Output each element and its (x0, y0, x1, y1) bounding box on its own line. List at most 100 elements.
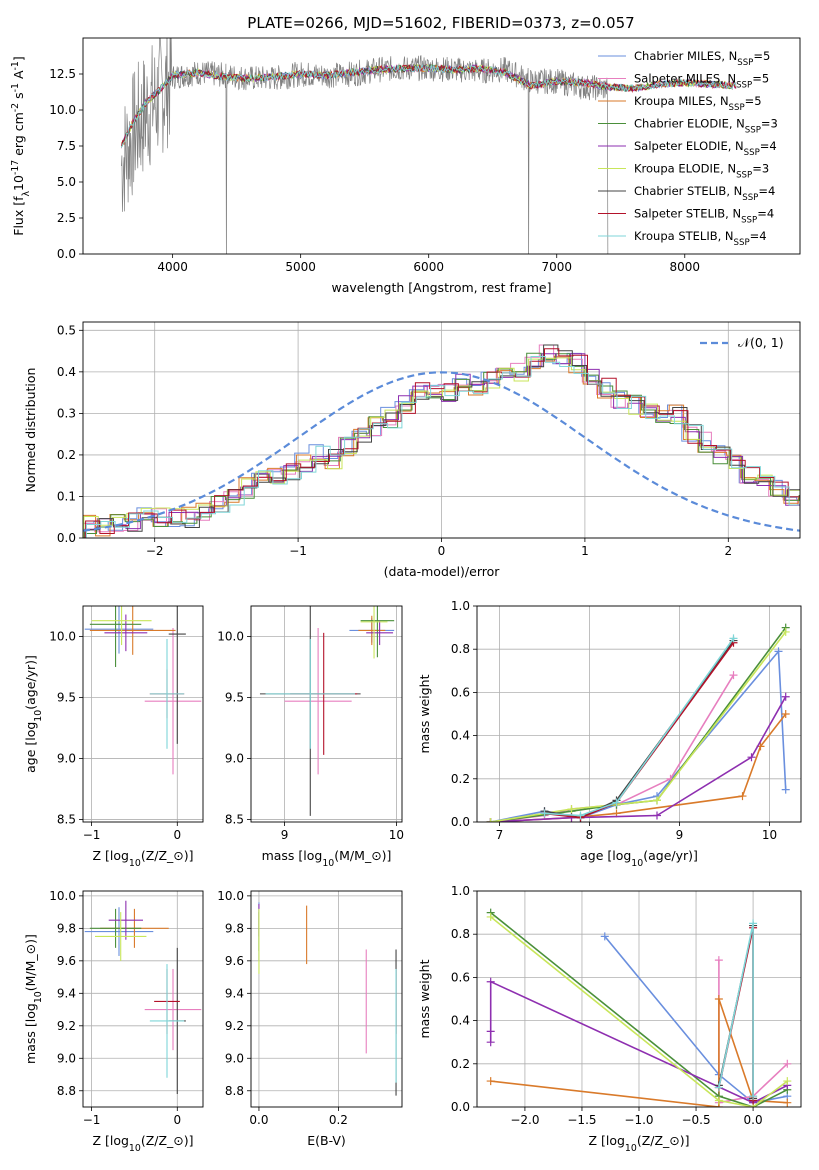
y-tick-label: 2.5 (57, 211, 76, 225)
x-axis-label: Z [log10(Z/Z_⊙)] (92, 1133, 193, 1154)
weight-marker (486, 1038, 495, 1047)
y-tick-label: 0.0 (57, 247, 76, 261)
mass-vs-metallicity-panel: −1 0 8.8 9.0 9.2 9.4 9.6 9.8 10.0 Z [log10(Z/Z_⊙)… (23, 889, 204, 1154)
plot-area (84, 606, 202, 775)
y-tick-label: 0.0 (451, 815, 470, 829)
y-tick-label: 8.5 (225, 813, 244, 827)
weight-line (490, 911, 788, 1107)
y-tick-label: 9.8 (225, 921, 244, 935)
weight-marker (781, 785, 790, 794)
x-tick-label: −1.0 (624, 1113, 653, 1127)
x-axis-label: Z [log10(Z/Z_⊙)] (92, 848, 193, 869)
y-tick-label: 10.0 (217, 889, 244, 903)
x-axis-label: age [log10(age/yr)] (580, 848, 698, 869)
plot-area (486, 623, 790, 822)
y-tick-label: 9.2 (57, 1019, 76, 1033)
weight-marker (486, 1077, 495, 1086)
weight-marker (729, 634, 738, 643)
y-tick-label: 0.1 (57, 489, 76, 503)
weight-marker (783, 1059, 792, 1068)
y-tick-label: 9.0 (57, 752, 76, 766)
age-vs-metallicity-panel: −1 0 8.5 9.0 9.5 10.0 Z [log10(Z/Z_⊙)] age [log… (23, 605, 204, 869)
x-tick-label: 0 (173, 1113, 181, 1127)
weight-marker (612, 798, 621, 807)
weight-line (490, 916, 788, 1107)
weight-line (490, 631, 787, 822)
x-tick-label: 10 (762, 828, 777, 842)
y-axis-label: Normed distribution (23, 368, 38, 493)
weight-line (544, 642, 735, 819)
weight-marker (774, 647, 783, 656)
weight-line (604, 935, 788, 1104)
y-tick-label: 1.0 (451, 599, 470, 613)
weight-marker (749, 919, 758, 928)
y-tick-label: 8.8 (225, 1084, 244, 1098)
y-tick-label: 9.0 (225, 1051, 244, 1065)
weight-line (544, 637, 735, 817)
y-axis-label: age [log10(age/yr)] (23, 655, 44, 773)
axes-frame (476, 605, 802, 823)
weight-line (490, 713, 787, 822)
y-tick-label: 10.0 (49, 630, 76, 644)
weight-marker (600, 932, 609, 941)
axes-frame (82, 321, 801, 539)
age-vs-mass-panel: 9 10 8.5 9.0 9.5 10.0 mass [log10(M/M_⊙)] (217, 605, 404, 869)
x-tick-label: 2 (724, 544, 732, 558)
axes-frame (476, 890, 802, 1108)
y-tick-label: 0.6 (451, 685, 470, 699)
plot-area (259, 606, 395, 816)
weight-marker (783, 1098, 792, 1107)
plot-area (84, 900, 202, 1095)
weight-marker (567, 805, 576, 814)
legend-label: Salpeter STELIB, NSSP=4 (634, 207, 774, 226)
x-tick-label: 9 (676, 828, 684, 842)
x-tick-label: 7 (496, 828, 504, 842)
y-tick-label: 0.6 (451, 970, 470, 984)
x-tick-label: −1 (83, 1113, 101, 1127)
y-tick-label: 0.3 (57, 406, 76, 420)
weight-marker (781, 627, 790, 636)
plot-area (83, 344, 800, 538)
y-tick-label: 1.0 (451, 884, 470, 898)
y-tick-label: 0.5 (57, 323, 76, 337)
weight-marker (486, 1027, 495, 1036)
x-tick-label: 8000 (669, 260, 700, 274)
weight-marker (653, 811, 661, 820)
plot-area (486, 908, 792, 1107)
mass-weight-vs-age-panel: 7 8 9 10 0.0 0.2 0.4 0.6 0.8 1.0 age [log10(age/yr… (417, 599, 802, 869)
x-tick-label: −2.0 (510, 1113, 539, 1127)
y-axis-label: mass weight (417, 959, 432, 1038)
legend-label: Kroupa STELIB, NSSP=4 (634, 229, 767, 248)
y-tick-label: 0.2 (57, 448, 76, 462)
weight-marker (749, 1092, 758, 1101)
legend-label: Kroupa ELODIE, NSSP=3 (634, 162, 769, 181)
x-axis-label: mass [log10(M/M_⊙)] (262, 848, 392, 869)
weight-marker (781, 710, 790, 718)
y-tick-label: 0.4 (451, 1014, 470, 1028)
x-tick-label: 7000 (541, 260, 572, 274)
y-axis-label: mass weight (417, 674, 432, 753)
spectrum-model-line (121, 64, 737, 148)
weight-marker (738, 792, 747, 801)
spectrum-panel: 4000 5000 6000 7000 8000 0.0 2.5 5.0 7.5 10.0 12.5… (10, 37, 801, 295)
spectrum-data-line (121, 38, 609, 254)
y-tick-label: 0.8 (451, 927, 470, 941)
x-tick-label: 6000 (413, 260, 444, 274)
x-tick-label: 4000 (157, 260, 188, 274)
histogram-step (83, 355, 800, 537)
weight-marker (729, 671, 738, 680)
mass-weight-vs-metallicity-panel: −2.0 −1.5 −1.0 −0.5 0.0 0.0 0.2 0.4 0.6 0.8 1.0 Z [… (417, 884, 802, 1154)
weight-marker (781, 692, 790, 701)
plot-area (121, 38, 737, 254)
y-tick-label: 8.5 (57, 813, 76, 827)
x-tick-label: 8 (586, 828, 594, 842)
y-tick-label: 0.0 (57, 531, 76, 545)
y-tick-label: 9.2 (225, 1019, 244, 1033)
y-tick-label: 9.6 (57, 954, 76, 968)
y-axis-label: Flux [fλ10-17 erg cm-2 s-1 A-1] (10, 56, 32, 235)
weight-marker (747, 753, 756, 762)
x-tick-label: −1 (289, 544, 307, 558)
y-tick-label: 8.8 (57, 1084, 76, 1098)
x-tick-label: −1 (83, 828, 101, 842)
